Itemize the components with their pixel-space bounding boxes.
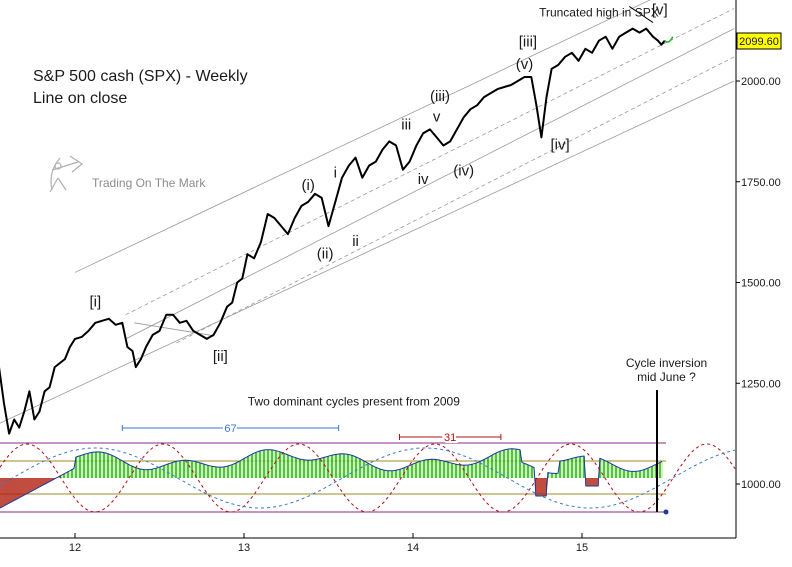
- channel-line-2: [125, 8, 735, 316]
- plot-frame: [0, 0, 737, 539]
- wave-label: iv: [418, 171, 429, 188]
- archer-logo-icon: [49, 155, 84, 193]
- annotation-text: Two dominant cycles present from 2009: [248, 394, 460, 408]
- cycle-span-label: 31: [444, 432, 456, 444]
- y-tick-label: 1500.00: [741, 278, 781, 290]
- price-line: [0, 27, 666, 435]
- wave-label: (i): [302, 177, 315, 194]
- cycle-span-label: 67: [224, 423, 236, 435]
- last-price-label: 2099.60: [739, 36, 779, 48]
- y-tick-label: 1750.00: [741, 177, 781, 189]
- annotations: Truncated high in SPX Two dominant cycles…: [248, 6, 707, 409]
- oscillator-line: [0, 448, 663, 509]
- wave-label: [v]: [652, 2, 668, 19]
- wave-label: [i]: [89, 294, 101, 311]
- channel-line-1: [74, 0, 651, 273]
- y-axis: 2000.00 1750.00 1500.00 1250.00 1000.00: [736, 76, 781, 491]
- y-tick-label: 2000.00: [741, 76, 781, 88]
- annotation-text: mid June ?: [637, 370, 696, 384]
- channel-line-4: [176, 56, 735, 344]
- x-tick-label: 12: [69, 542, 81, 554]
- y-tick-label: 1250.00: [741, 378, 781, 390]
- x-tick-label: 14: [407, 542, 419, 554]
- channel-line-3: [125, 28, 735, 340]
- cycle-31-wave: [0, 443, 736, 513]
- x-tick-label: 15: [576, 542, 588, 554]
- wave-label: v: [433, 108, 441, 125]
- x-tick-label: 13: [238, 542, 250, 554]
- chart-title: S&P 500 cash (SPX) - Weekly: [33, 68, 248, 85]
- annotation-text: Cycle inversion: [626, 356, 707, 370]
- truncation-pointer-line: [629, 6, 654, 23]
- last-price-box-bg: [736, 32, 782, 50]
- wave-label: (iii): [430, 88, 450, 105]
- wave-label: i: [334, 165, 337, 182]
- wave-label: ii: [352, 233, 359, 250]
- annotation-text: Truncated high in SPX: [539, 6, 659, 20]
- cycle-span-markers: 67 31: [121, 421, 502, 446]
- channel-line-5: [0, 80, 735, 424]
- wave-label: [iv]: [550, 137, 569, 154]
- cycle-inversion-marker: [656, 390, 669, 515]
- wave-label: (ii): [317, 245, 334, 262]
- watermark-text: Trading On The Mark: [92, 176, 206, 190]
- wave-label: (v): [516, 56, 534, 73]
- wave-label: iii: [401, 116, 411, 133]
- y-tick-label: 1000.00: [741, 479, 781, 491]
- wave-label: (iv): [453, 163, 474, 180]
- trend-channel-lines: [0, 0, 735, 424]
- channel-connector: [134, 322, 214, 337]
- cycle-oscillator-panel: [0, 442, 736, 513]
- watermark-logo: Trading On The Mark: [49, 155, 206, 193]
- x-axis: 12 13 14 15: [69, 533, 588, 554]
- wave-label: [iii]: [519, 34, 537, 51]
- wave-label: [ii]: [213, 348, 228, 365]
- price-projection-tick: [664, 36, 674, 43]
- wave-labels: [i][ii](i)(ii)iiiiiiiv(iii)v(iv)[iii](v)…: [89, 2, 667, 366]
- last-price-box: 2099.60: [736, 32, 782, 50]
- chart-subtitle: Line on close: [33, 90, 127, 107]
- cycle-67-wave: [0, 447, 736, 509]
